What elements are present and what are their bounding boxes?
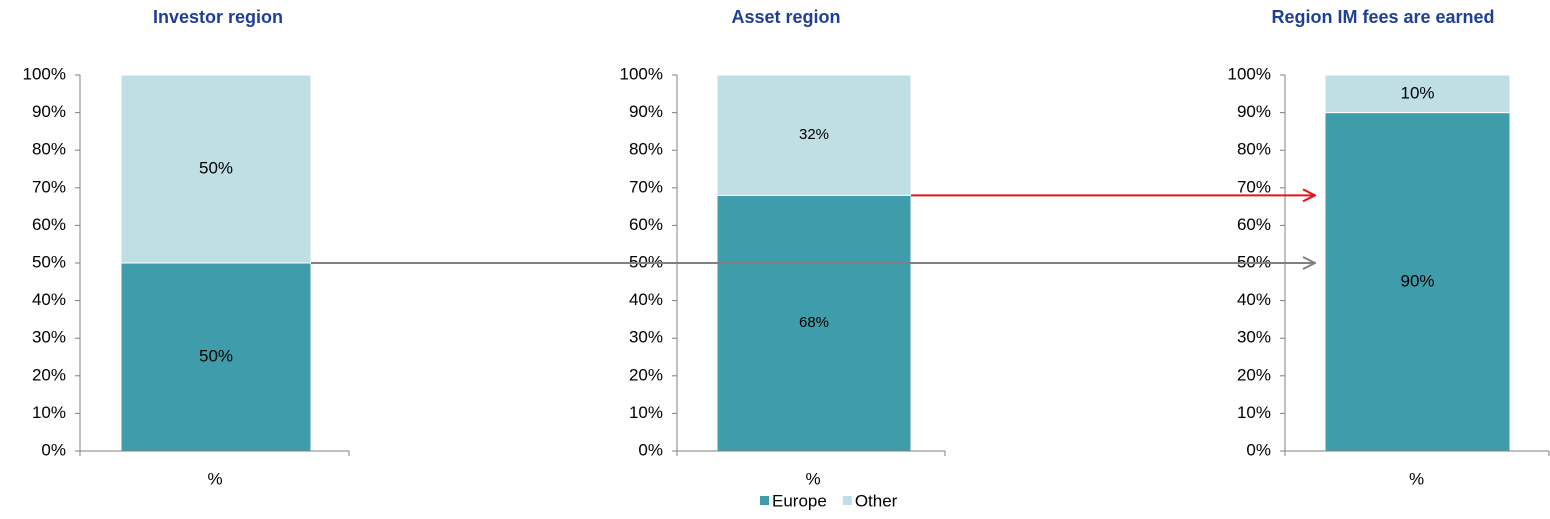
y-tick-label: 40% <box>32 290 66 309</box>
x-tick-label: % <box>1409 469 1424 488</box>
y-tick-label: 80% <box>629 140 663 159</box>
y-tick-label: 10% <box>629 403 663 422</box>
x-tick-label: % <box>207 469 222 488</box>
y-tick-label: 100% <box>1228 64 1271 83</box>
y-tick-label: 30% <box>1237 328 1271 347</box>
x-tick-label: % <box>805 469 820 488</box>
legend-label: Europe <box>772 491 827 510</box>
y-tick-label: 10% <box>32 403 66 422</box>
data-label: 50% <box>199 346 233 365</box>
y-tick-label: 0% <box>638 440 663 459</box>
data-label: 68% <box>799 314 829 331</box>
bar-segment <box>1324 112 1511 452</box>
bar-segment <box>120 262 312 452</box>
bar-segment <box>1324 74 1511 114</box>
y-tick-label: 100% <box>23 64 66 83</box>
y-tick-label: 80% <box>32 140 66 159</box>
y-tick-label: 70% <box>629 177 663 196</box>
y-tick-label: 20% <box>1237 365 1271 384</box>
y-tick-label: 30% <box>629 328 663 347</box>
y-tick-label: 90% <box>1237 102 1271 121</box>
legend-label: Other <box>855 491 898 510</box>
y-tick-label: 70% <box>32 177 66 196</box>
data-label: 32% <box>799 126 829 143</box>
chart-title: Region IM fees are earned <box>1271 7 1494 27</box>
bar-segment <box>716 74 912 196</box>
y-tick-label: 60% <box>629 215 663 234</box>
y-tick-label: 20% <box>32 365 66 384</box>
y-tick-label: 40% <box>629 290 663 309</box>
data-label: 10% <box>1400 83 1434 102</box>
y-tick-label: 20% <box>629 365 663 384</box>
y-tick-label: 90% <box>629 102 663 121</box>
chart-title: Investor region <box>153 7 283 27</box>
y-tick-label: 10% <box>1237 403 1271 422</box>
y-tick-label: 100% <box>620 64 663 83</box>
legend-swatch <box>760 496 769 505</box>
y-tick-label: 80% <box>1237 140 1271 159</box>
y-tick-label: 70% <box>1237 177 1271 196</box>
legend-swatch <box>842 496 852 505</box>
y-tick-label: 50% <box>1237 252 1271 271</box>
y-tick-label: 50% <box>32 252 66 271</box>
chart-title: Asset region <box>731 7 840 27</box>
data-label: 50% <box>199 158 233 177</box>
y-tick-label: 30% <box>32 328 66 347</box>
y-tick-label: 60% <box>1237 215 1271 234</box>
y-tick-label: 90% <box>32 102 66 121</box>
y-tick-label: 40% <box>1237 290 1271 309</box>
data-label: 90% <box>1400 271 1434 290</box>
bar-segment <box>120 74 312 264</box>
y-tick-label: 0% <box>1246 440 1271 459</box>
y-tick-label: 0% <box>41 440 66 459</box>
y-tick-label: 60% <box>32 215 66 234</box>
y-tick-label: 50% <box>629 252 663 271</box>
